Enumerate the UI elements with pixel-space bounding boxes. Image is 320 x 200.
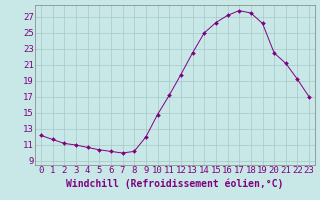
X-axis label: Windchill (Refroidissement éolien,°C): Windchill (Refroidissement éolien,°C) [66,178,284,189]
